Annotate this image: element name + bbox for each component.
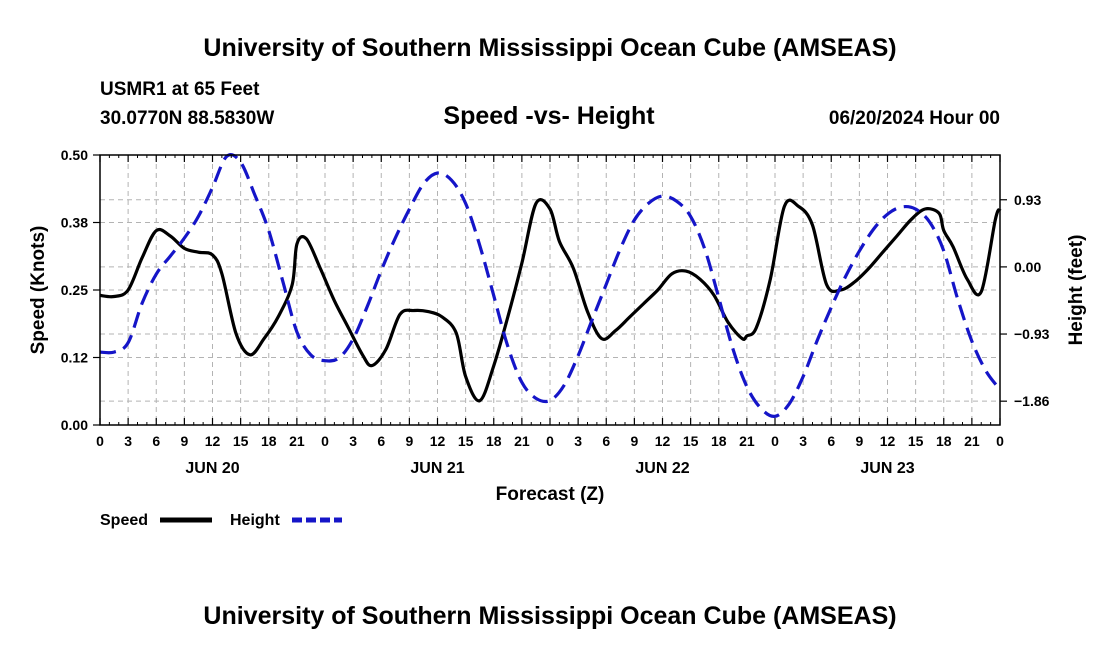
x-tick-label: 3 — [574, 433, 582, 449]
x-tick-label: 18 — [711, 433, 727, 449]
x-tick-label: 21 — [964, 433, 980, 449]
y2-tick-label: 0.00 — [1014, 259, 1041, 275]
legend-label-height: Height — [230, 512, 280, 529]
y-tick-label: 0.12 — [61, 350, 88, 366]
x-tick-label: 6 — [827, 433, 835, 449]
page-title-top: University of Southern Mississippi Ocean… — [203, 34, 896, 62]
series — [99, 153, 1002, 418]
x-tick-label: 9 — [405, 433, 413, 449]
x-tick-label: 15 — [458, 433, 474, 449]
y-tick-label: 0.25 — [61, 282, 88, 298]
grid — [100, 155, 1000, 425]
x-tick-label: 21 — [739, 433, 755, 449]
date-label: 06/20/2024 Hour 00 — [829, 108, 1000, 129]
x-tick-label: 9 — [630, 433, 638, 449]
x-tick-label: 3 — [124, 433, 132, 449]
x-tick-label: 0 — [321, 433, 329, 449]
x-tick-label: 12 — [430, 433, 446, 449]
x-tick-label: 21 — [514, 433, 530, 449]
y2-tick-label: 0.93 — [1014, 192, 1041, 208]
x-tick-label: 18 — [486, 433, 502, 449]
x-tick-label: 9 — [180, 433, 188, 449]
x-tick-label: 0 — [546, 433, 554, 449]
legend-label-speed: Speed — [100, 512, 148, 529]
x-tick-label: 0 — [996, 433, 1004, 449]
x-tick-label: 15 — [908, 433, 924, 449]
chart-title: Speed -vs- Height — [443, 102, 655, 130]
y-axis-label: Speed (Knots) — [28, 226, 49, 355]
legend: Speed Height — [100, 512, 342, 529]
axes: 0 3 6 9 12 15 18 21 0 3 6 9 12 15 18 21 0 3 6 9 12 15 18 21 0 3 6 9… — [61, 147, 1050, 477]
y2-tick-label: −0.93 — [1014, 326, 1050, 342]
y-tick-label: 0.50 — [61, 147, 88, 163]
x-tick-label: 12 — [205, 433, 221, 449]
day-label: JUN 21 — [410, 460, 464, 477]
x-tick-label: 12 — [880, 433, 896, 449]
x-tick-label: 3 — [349, 433, 357, 449]
x-tick-label: 9 — [855, 433, 863, 449]
x-tick-label: 6 — [152, 433, 160, 449]
series-line-height — [99, 153, 1002, 418]
x-tick-label: 3 — [799, 433, 807, 449]
page-title-bottom: University of Southern Mississippi Ocean… — [203, 602, 896, 630]
x-tick-label: 15 — [233, 433, 249, 449]
y2-tick-label: −1.86 — [1014, 393, 1050, 409]
y-tick-label: 0.00 — [61, 417, 88, 433]
y2-axis-label: Height (feet) — [1066, 235, 1087, 346]
day-label: JUN 20 — [185, 460, 239, 477]
y-tick-label: 0.38 — [61, 215, 88, 231]
day-label: JUN 22 — [635, 460, 689, 477]
x-tick-label: 18 — [261, 433, 277, 449]
station-label: USMR1 at 65 Feet — [100, 79, 260, 100]
x-axis-label: Forecast (Z) — [496, 484, 605, 505]
series-line-speed — [99, 198, 1002, 403]
x-tick-label: 12 — [655, 433, 671, 449]
x-tick-label: 15 — [683, 433, 699, 449]
x-tick-label: 6 — [602, 433, 610, 449]
x-tick-label: 6 — [377, 433, 385, 449]
coordinates-label: 30.0770N 88.5830W — [100, 108, 274, 129]
day-label: JUN 23 — [860, 460, 914, 477]
x-tick-label: 0 — [96, 433, 104, 449]
x-tick-label: 0 — [771, 433, 779, 449]
x-tick-label: 21 — [289, 433, 305, 449]
x-tick-label: 18 — [936, 433, 952, 449]
